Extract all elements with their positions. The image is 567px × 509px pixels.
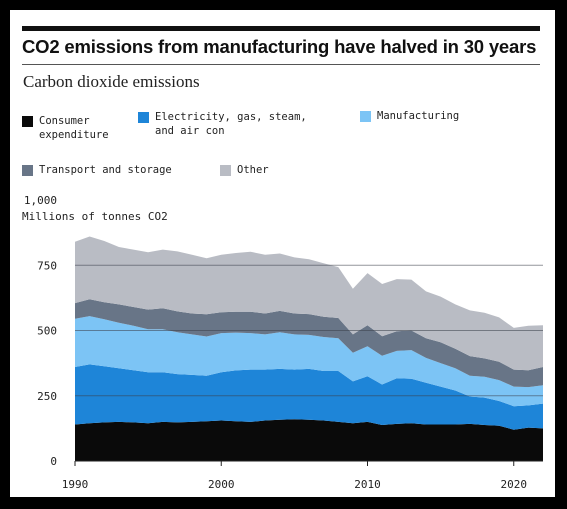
area-consumer <box>75 419 543 461</box>
y-tick-labels: 0 250 500 750 1,000 <box>24 194 57 468</box>
legend-label-consumer-line1: Consumer <box>39 115 90 127</box>
legend-label-consumer-line2: expenditure <box>39 129 109 141</box>
x-axis: 1990 2000 2010 2020 <box>62 460 543 491</box>
legend-swatch-electricity <box>138 112 149 123</box>
area-transport <box>75 299 543 388</box>
x-tick-label-1990: 1990 <box>62 478 89 491</box>
title-divider <box>22 64 540 65</box>
area-manufacturing <box>75 316 543 407</box>
y-tick-label-750: 750 <box>37 259 57 272</box>
y-tick-label-500: 500 <box>37 325 57 338</box>
chart-subtitle: Carbon dioxide emissions <box>23 72 200 91</box>
top-rule <box>22 26 540 31</box>
stacked-area-chart: 0 250 500 750 1,000 Millions of tonnes CO2 1… <box>22 194 543 491</box>
gridlines <box>75 264 543 397</box>
legend-label-electricity-line2: and air con <box>155 125 225 137</box>
legend-swatch-other <box>220 165 231 176</box>
x-tick-label-2010: 2010 <box>354 478 381 491</box>
legend-label-manufacturing: Manufacturing <box>377 110 460 122</box>
legend-label-other: Other <box>237 164 269 176</box>
legend-label-electricity-line1: Electricity, gas, steam, <box>155 111 307 123</box>
area-electricity <box>75 364 543 430</box>
legend-swatch-manufacturing <box>360 111 371 122</box>
area-layers <box>75 236 543 461</box>
y-tick-label-1000: 1,000 <box>24 194 57 207</box>
x-tick-label-2020: 2020 <box>501 478 528 491</box>
chart-card: CO2 emissions from manufacturing have ha… <box>10 10 555 497</box>
area-other <box>75 236 543 371</box>
x-tick-label-2000: 2000 <box>208 478 235 491</box>
y-tick-label-0: 0 <box>50 455 57 468</box>
y-axis-label: Millions of tonnes CO2 <box>22 210 168 223</box>
legend-label-transport: Transport and storage <box>39 164 172 176</box>
y-tick-label-250: 250 <box>37 390 57 403</box>
legend-swatch-transport <box>22 165 33 176</box>
chart-title: CO2 emissions from manufacturing have ha… <box>22 36 537 57</box>
legend-swatch-consumer <box>22 116 33 127</box>
